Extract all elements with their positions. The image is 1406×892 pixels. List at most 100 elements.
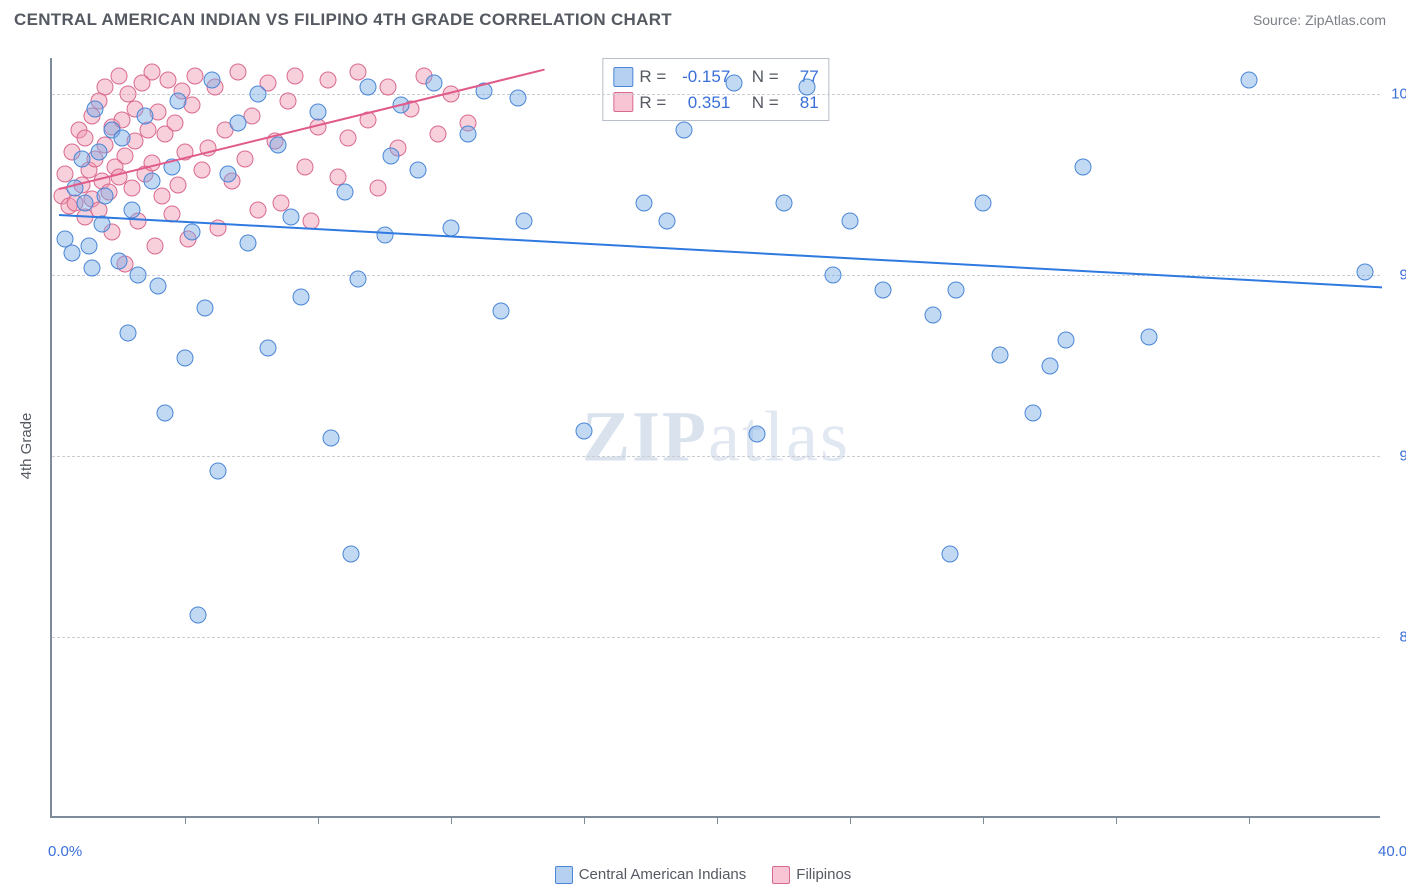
gridline [52, 456, 1380, 457]
scatter-point [376, 227, 393, 244]
y-tick-label: 95.0% [1399, 267, 1406, 284]
scatter-point [798, 78, 815, 95]
scatter-point [725, 75, 742, 92]
r-label: R = [639, 64, 666, 90]
scatter-point [775, 194, 792, 211]
scatter-point [1357, 263, 1374, 280]
n-label: N = [752, 64, 779, 90]
scatter-point [1024, 404, 1041, 421]
scatter-point [87, 100, 104, 117]
x-tick [1249, 816, 1250, 824]
scatter-point [196, 299, 213, 316]
x-tick [318, 816, 319, 824]
scatter-point [369, 180, 386, 197]
scatter-point [659, 212, 676, 229]
scatter-point [1041, 357, 1058, 374]
scatter-point [1074, 158, 1091, 175]
scatter-point [250, 86, 267, 103]
y-tick-label: 90.0% [1399, 448, 1406, 465]
scatter-point [77, 194, 94, 211]
scatter-point [83, 259, 100, 276]
scatter-point [183, 223, 200, 240]
x-tick-label: 0.0% [48, 843, 82, 860]
scatter-point [80, 238, 97, 255]
chart-source: Source: ZipAtlas.com [1253, 12, 1386, 28]
scatter-point [459, 126, 476, 143]
chart-plot-area: ZIPatlas R =-0.157 N =77R =0.351 N =81 8… [50, 58, 1380, 818]
scatter-point [167, 115, 184, 132]
scatter-point [210, 462, 227, 479]
scatter-point [409, 162, 426, 179]
scatter-point [975, 194, 992, 211]
scatter-point [203, 71, 220, 88]
scatter-point [97, 187, 114, 204]
scatter-point [948, 281, 965, 298]
scatter-point [283, 209, 300, 226]
scatter-point [90, 144, 107, 161]
scatter-point [143, 64, 160, 81]
scatter-point [429, 126, 446, 143]
scatter-point [925, 306, 942, 323]
scatter-point [193, 162, 210, 179]
scatter-point [426, 75, 443, 92]
r-value: -0.157 [672, 64, 730, 90]
scatter-point [230, 64, 247, 81]
scatter-point [443, 220, 460, 237]
y-axis-title: 4th Grade [18, 413, 35, 480]
gridline [52, 637, 1380, 638]
scatter-point [113, 129, 130, 146]
scatter-point [310, 104, 327, 121]
x-tick [451, 816, 452, 824]
x-tick [1116, 816, 1117, 824]
scatter-point [143, 173, 160, 190]
scatter-point [150, 278, 167, 295]
scatter-point [153, 187, 170, 204]
scatter-point [991, 346, 1008, 363]
scatter-point [123, 202, 140, 219]
scatter-point [635, 194, 652, 211]
bottom-legend: Central American Indians Filipinos [0, 866, 1406, 884]
y-tick-label: 85.0% [1399, 629, 1406, 646]
legend-item: Filipinos [772, 866, 851, 884]
legend-label: Central American Indians [579, 866, 747, 883]
scatter-point [1141, 328, 1158, 345]
scatter-point [130, 267, 147, 284]
scatter-point [63, 245, 80, 262]
x-tick [983, 816, 984, 824]
scatter-point [383, 147, 400, 164]
scatter-point [343, 545, 360, 562]
chart-title: CENTRAL AMERICAN INDIAN VS FILIPINO 4TH … [14, 10, 672, 30]
scatter-point [177, 350, 194, 367]
scatter-point [576, 422, 593, 439]
scatter-point [280, 93, 297, 110]
scatter-point [323, 430, 340, 447]
scatter-point [250, 202, 267, 219]
legend-swatch [613, 67, 633, 87]
scatter-point [147, 238, 164, 255]
scatter-point [77, 129, 94, 146]
scatter-point [1058, 332, 1075, 349]
trend-line [59, 214, 1382, 288]
legend-swatch [555, 866, 573, 884]
scatter-point [336, 183, 353, 200]
scatter-point [286, 68, 303, 85]
scatter-point [110, 252, 127, 269]
scatter-point [117, 147, 134, 164]
scatter-point [123, 180, 140, 197]
scatter-point [110, 68, 127, 85]
scatter-point [359, 78, 376, 95]
watermark: ZIPatlas [582, 396, 850, 479]
scatter-point [349, 270, 366, 287]
scatter-point [379, 78, 396, 95]
legend-swatch [772, 866, 790, 884]
scatter-point [1241, 71, 1258, 88]
scatter-point [516, 212, 533, 229]
x-tick-label: 40.0% [1378, 843, 1406, 860]
scatter-point [296, 158, 313, 175]
legend-stats-box: R =-0.157 N =77R =0.351 N =81 [602, 58, 829, 121]
scatter-point [190, 607, 207, 624]
scatter-point [842, 212, 859, 229]
x-tick [717, 816, 718, 824]
scatter-point [73, 151, 90, 168]
scatter-point [675, 122, 692, 139]
